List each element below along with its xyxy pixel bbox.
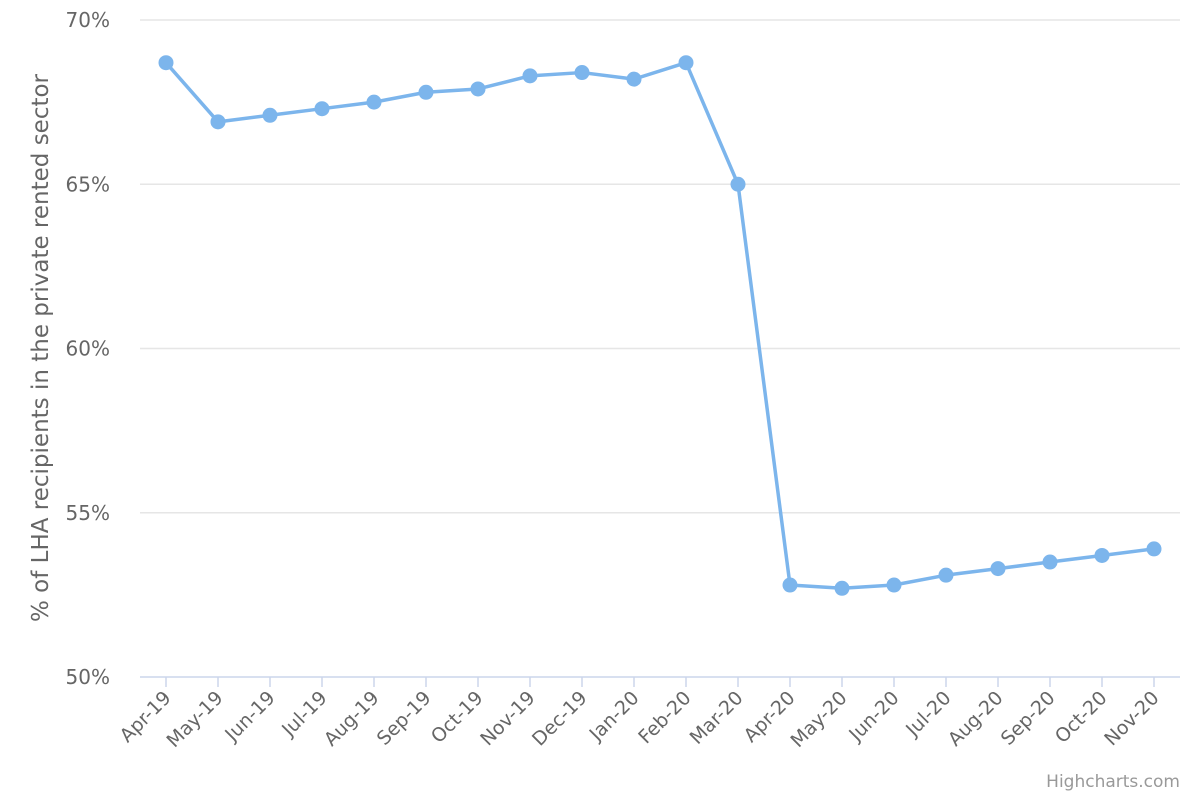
data-point[interactable] [366,94,382,110]
x-tick-label: Sep-19 [373,687,436,750]
x-tick-label: Oct-20 [1051,687,1112,748]
y-tick-label: 50% [66,665,110,689]
series-line [164,60,1156,591]
x-tick-label: Jun-20 [844,687,903,746]
data-point[interactable] [1042,554,1058,570]
data-point[interactable] [418,84,434,100]
data-point[interactable] [730,176,746,192]
data-point[interactable] [210,114,226,130]
highcharts-credit-link[interactable]: Highcharts.com [1046,772,1180,792]
data-point[interactable] [626,71,642,87]
data-point[interactable] [1146,541,1162,557]
x-tick-label: Nov-19 [476,687,539,750]
y-tick-label: 60% [66,337,110,361]
x-tick-label: Sep-20 [997,687,1060,750]
x-tick-label: Oct-19 [427,687,488,748]
data-point[interactable] [522,68,538,84]
y-tick-label: 70% [66,8,110,32]
x-tick-label: May-19 [162,687,227,752]
y-tick-label: 65% [66,172,110,196]
x-tick-label: Jun-19 [220,687,279,746]
y-tick-label: 55% [66,501,110,525]
x-tick-label: Feb-20 [634,687,695,748]
data-point[interactable] [158,55,174,71]
data-point[interactable] [886,577,902,593]
data-point[interactable] [938,567,954,583]
data-point[interactable] [1094,547,1110,563]
x-tick-label: Jan-20 [585,687,644,746]
data-point[interactable] [990,561,1006,577]
y-axis-ticks: 50% 55% 60% 65% 70% [66,8,110,689]
data-point[interactable] [678,55,694,71]
x-tick-label: Aug-20 [944,687,1008,751]
data-point[interactable] [834,580,850,596]
data-point[interactable] [470,81,486,97]
gridlines [140,19,1180,678]
x-tick-label: Nov-20 [1100,687,1163,750]
x-tick-label: Mar-20 [686,687,748,749]
y-axis-label: % of LHA recipients in the private rente… [28,73,54,622]
series-layer [158,55,1162,596]
data-point[interactable] [262,107,278,123]
x-tick-label: May-20 [786,687,851,752]
data-point[interactable] [574,65,590,81]
x-tick-label: Aug-19 [320,687,384,751]
x-axis-ticks: Apr-19May-19Jun-19Jul-19Aug-19Sep-19Oct-… [116,677,1164,752]
data-point[interactable] [782,577,798,593]
x-tick-label: Dec-19 [528,687,592,751]
data-point[interactable] [314,101,330,117]
